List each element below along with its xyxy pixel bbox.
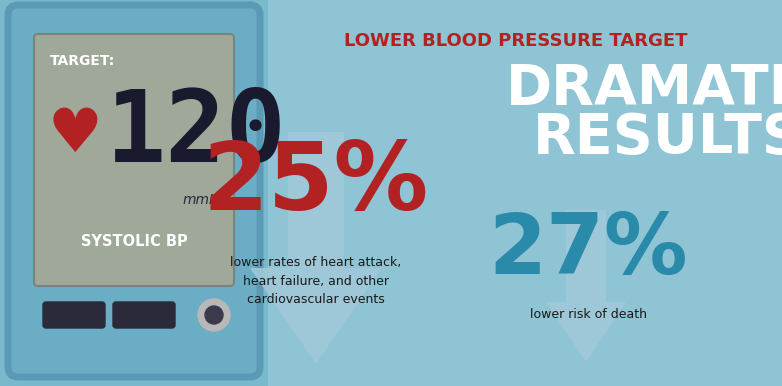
Text: mmHg: mmHg (183, 193, 229, 207)
Text: 25%: 25% (203, 138, 429, 230)
Text: 27%: 27% (488, 210, 687, 291)
FancyBboxPatch shape (8, 5, 260, 377)
Circle shape (198, 299, 230, 331)
FancyBboxPatch shape (43, 302, 105, 328)
Text: DRAMATIC
RESULTS: DRAMATIC RESULTS (505, 62, 782, 165)
Text: lower rates of heart attack,
heart failure, and other
cardiovascular events: lower rates of heart attack, heart failu… (231, 256, 402, 306)
Text: TARGET:: TARGET: (50, 54, 115, 68)
Bar (268, 0, 782, 386)
FancyBboxPatch shape (113, 302, 175, 328)
Text: lower risk of death: lower risk of death (529, 308, 647, 321)
Text: LOWER BLOOD PRESSURE TARGET: LOWER BLOOD PRESSURE TARGET (344, 32, 687, 50)
Text: SYSTOLIC BP: SYSTOLIC BP (81, 234, 188, 249)
Polygon shape (546, 210, 626, 362)
Text: ♥: ♥ (48, 106, 102, 165)
Circle shape (205, 306, 223, 324)
Polygon shape (250, 132, 382, 364)
Text: 120: 120 (106, 86, 287, 183)
FancyBboxPatch shape (34, 34, 234, 286)
